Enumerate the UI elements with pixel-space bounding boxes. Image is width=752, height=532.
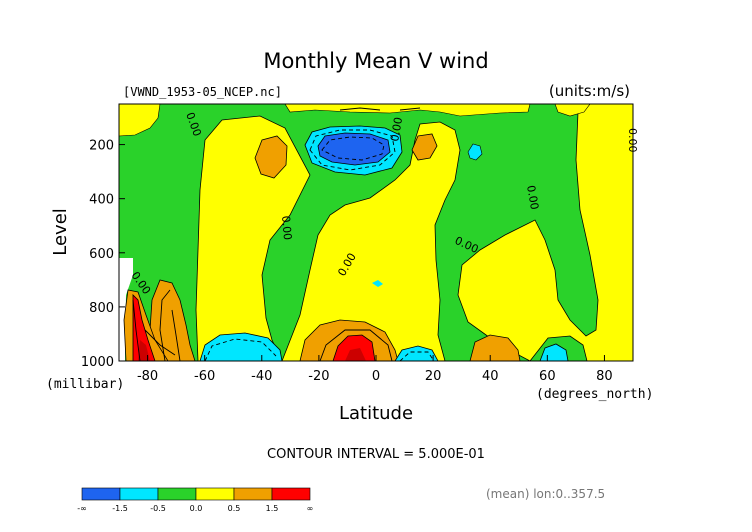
colorbar-swatch	[271, 487, 311, 501]
dataset-label: [VWND_1953-05_NCEP.nc]	[123, 85, 282, 99]
chart-title: Monthly Mean V wind	[263, 49, 488, 73]
x-tick-label: 80	[596, 369, 613, 384]
colorbar-label: -0.5	[150, 504, 166, 513]
y-axis-unit: (millibar)	[46, 377, 124, 392]
field-cyan-lower-left	[199, 332, 283, 361]
contour-dashed-4	[399, 351, 435, 361]
colorbar-swatch	[81, 487, 121, 501]
field-missing-lowerleft	[119, 258, 133, 361]
x-tick-label: 40	[482, 369, 499, 384]
colorbar-label: -∞	[77, 504, 87, 513]
field-orange-midlat-left	[149, 279, 196, 361]
colorbar: -∞ -1.5 -0.5 0.0 0.5 1.5 ∞	[77, 487, 314, 513]
colorbar-label: 0.0	[190, 504, 203, 513]
contour-solid-3	[159, 289, 171, 361]
colorbar-label: 0.5	[228, 504, 241, 513]
contour-solid-5	[144, 329, 176, 356]
y-axis: 200 400 600 800 1000	[81, 139, 125, 370]
plot-area	[119, 104, 633, 361]
contour-label: 0.00	[279, 215, 294, 241]
field-darkred-left	[138, 340, 150, 361]
colorbar-swatch	[233, 487, 273, 501]
y-tick-label: 400	[89, 193, 114, 208]
colorbar-label: ∞	[307, 504, 314, 513]
y-tick-label: 600	[89, 247, 114, 262]
contour-solid-2	[132, 299, 141, 361]
contour-label: 0.00	[524, 184, 541, 210]
field-darkred-center	[345, 348, 366, 361]
x-axis-unit: (degrees_north)	[536, 387, 653, 402]
x-tick-label: 60	[539, 369, 556, 384]
field-orange-blob-200	[254, 135, 288, 179]
field-yellow-center	[281, 121, 461, 361]
contour-interval: CONTOUR INTERVAL = 5.000E-01	[267, 447, 485, 462]
x-axis-label: Latitude	[339, 403, 413, 424]
colorbar-swatch	[119, 487, 159, 501]
x-tick-label: -20	[308, 369, 329, 384]
x-tick-label: -60	[194, 369, 215, 384]
field-red-lower-center	[332, 334, 376, 361]
field-yellow-right	[457, 104, 633, 361]
colorbar-label: -1.5	[112, 504, 128, 513]
contour-solid-4	[171, 309, 181, 361]
units-label: (units:m/s)	[549, 82, 630, 100]
x-axis: -80 -60 -40 -20 0 20 40 60 80	[137, 355, 613, 384]
footer-text: (mean) lon:0..357.5	[486, 487, 605, 501]
y-tick-label: 800	[89, 301, 114, 316]
field-yellow-small-topright	[554, 104, 591, 117]
colorbar-swatch	[195, 487, 235, 501]
contour-dashed-2	[309, 129, 396, 171]
x-tick-label: 20	[425, 369, 442, 384]
field-cyan-small-blob	[467, 143, 483, 161]
y-tick-label: 200	[89, 139, 114, 154]
x-tick-label: -40	[251, 369, 272, 384]
x-tick-label: 0	[372, 369, 380, 384]
field-blue-core	[317, 132, 391, 166]
field-cyan-lower-mid	[394, 345, 439, 361]
contour-topstrip	[339, 107, 421, 111]
field-cyan-tiny-blob	[372, 280, 383, 287]
contour-solid-1	[319, 329, 393, 361]
field-orange-lower-right	[469, 334, 521, 361]
x-tick-label: -80	[137, 369, 158, 384]
field-red-lower-left	[132, 294, 156, 361]
contour-label: 0.00	[388, 116, 405, 142]
y-tick-label: 1000	[81, 355, 114, 370]
field-yellow-left-column	[195, 115, 311, 361]
y-axis-label: Level	[50, 208, 71, 256]
field-yellow-top-strip	[284, 104, 531, 117]
colorbar-swatch	[157, 487, 197, 501]
field-yellow-left-top	[119, 104, 161, 137]
contour-dashed-1	[321, 136, 385, 161]
colorbar-label: 1.5	[266, 504, 279, 513]
field-orange-blob-eq	[411, 133, 438, 161]
